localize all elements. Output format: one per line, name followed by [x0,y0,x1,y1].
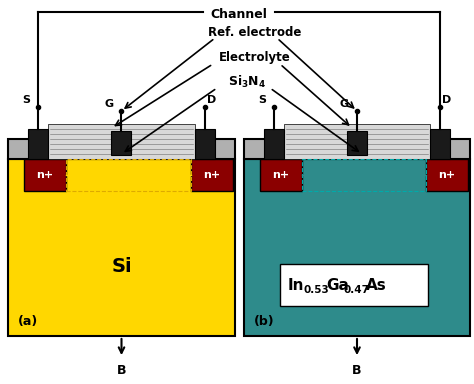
Text: 0.47: 0.47 [344,285,370,295]
Bar [264,129,284,159]
Text: D: D [207,95,216,105]
Text: (a): (a) [18,316,38,328]
Text: G: G [340,99,349,109]
Bar [66,159,191,191]
Bar [191,159,233,191]
Text: (b): (b) [254,316,274,328]
Text: n+: n+ [203,170,220,180]
Bar [244,159,470,336]
Bar [280,264,428,306]
Text: n+: n+ [36,170,54,180]
Bar [195,129,215,159]
Bar [426,159,468,191]
Bar [302,159,426,191]
Bar [111,131,131,155]
Bar [8,159,235,336]
Text: B: B [117,364,126,377]
Text: Ga: Ga [326,278,349,293]
Text: S: S [22,95,30,105]
Text: In: In [288,278,304,293]
Bar [430,129,450,159]
Text: n+: n+ [273,170,290,180]
Bar [48,124,195,159]
Text: B: B [352,364,362,377]
Text: D: D [442,95,451,105]
Bar [28,129,48,159]
Text: n+: n+ [438,170,456,180]
Text: Ref. electrode: Ref. electrode [208,25,301,38]
Bar [24,159,66,191]
Text: $\mathbf{Si_3N_4}$: $\mathbf{Si_3N_4}$ [228,74,266,90]
Text: 0.53: 0.53 [304,285,330,295]
Text: As: As [366,278,387,293]
Text: Channel: Channel [210,8,267,21]
Text: G: G [104,99,113,109]
Text: Electrolyte: Electrolyte [219,51,291,65]
Bar [8,139,235,159]
Bar [260,159,302,191]
Bar [244,139,470,159]
Text: S: S [258,95,266,105]
Bar [284,124,430,159]
Bar [347,131,367,155]
Text: Si: Si [111,257,132,275]
